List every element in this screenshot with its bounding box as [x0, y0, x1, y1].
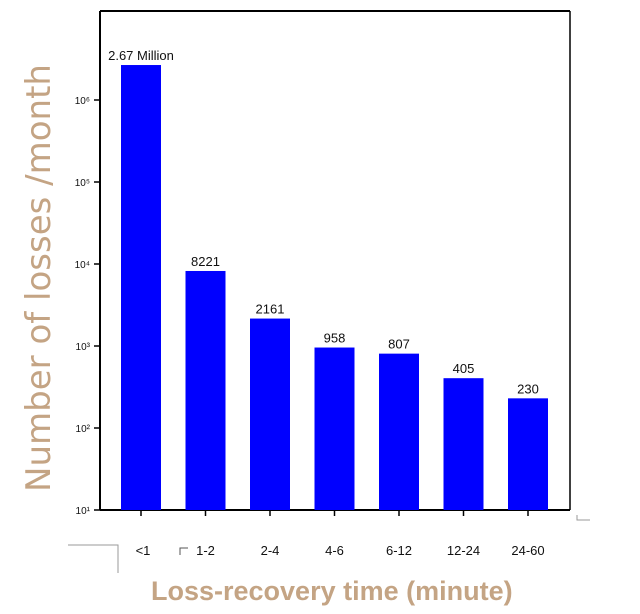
x-tick-label: 6-12	[386, 543, 412, 558]
bars: 2.67 Million 8221 2161 958 807 405 230	[108, 48, 548, 511]
data-label: 807	[388, 337, 410, 352]
x-tick-label: 12-24	[447, 543, 480, 558]
decor-tick-small	[179, 547, 188, 555]
x-axis-label: Loss-recovery time (minute)	[151, 576, 513, 606]
bar	[443, 378, 484, 510]
y-axis-label: Number of losses /month	[19, 64, 59, 492]
x-tick-label: 2-4	[261, 543, 280, 558]
y-tick-label: 10⁵	[75, 178, 90, 189]
y-tick-label: 10²	[76, 424, 91, 435]
y-tick-label: 10¹	[76, 506, 91, 517]
y-tick-label: 10⁶	[75, 96, 90, 107]
x-tick-label: <1	[136, 543, 151, 558]
x-tick-label: 1-2	[196, 543, 215, 558]
data-label: 2.67 Million	[108, 48, 174, 63]
decor-line-right	[576, 515, 590, 521]
data-label: 230	[517, 381, 539, 396]
bar	[314, 347, 355, 510]
bar	[250, 318, 290, 510]
decor-line-left	[68, 544, 119, 573]
y-tick-label: 10³	[76, 342, 91, 353]
bar	[185, 270, 226, 510]
bar	[379, 353, 419, 510]
data-label: 405	[453, 361, 475, 376]
y-axis: 10¹ 10² 10³ 10⁴ 10⁵ 10⁶	[75, 96, 100, 517]
bar	[121, 65, 161, 511]
data-label: 2161	[256, 302, 285, 317]
decorative-lines	[68, 515, 590, 573]
x-axis: <1 1-2 2-4 4-6 6-12 12-24 24-60	[136, 510, 545, 558]
y-tick-label: 10⁴	[75, 260, 90, 271]
data-label: 8221	[191, 254, 220, 269]
data-label: 958	[324, 331, 346, 346]
bar	[508, 398, 548, 510]
x-tick-label: 24-60	[511, 543, 544, 558]
x-tick-label: 4-6	[325, 543, 344, 558]
